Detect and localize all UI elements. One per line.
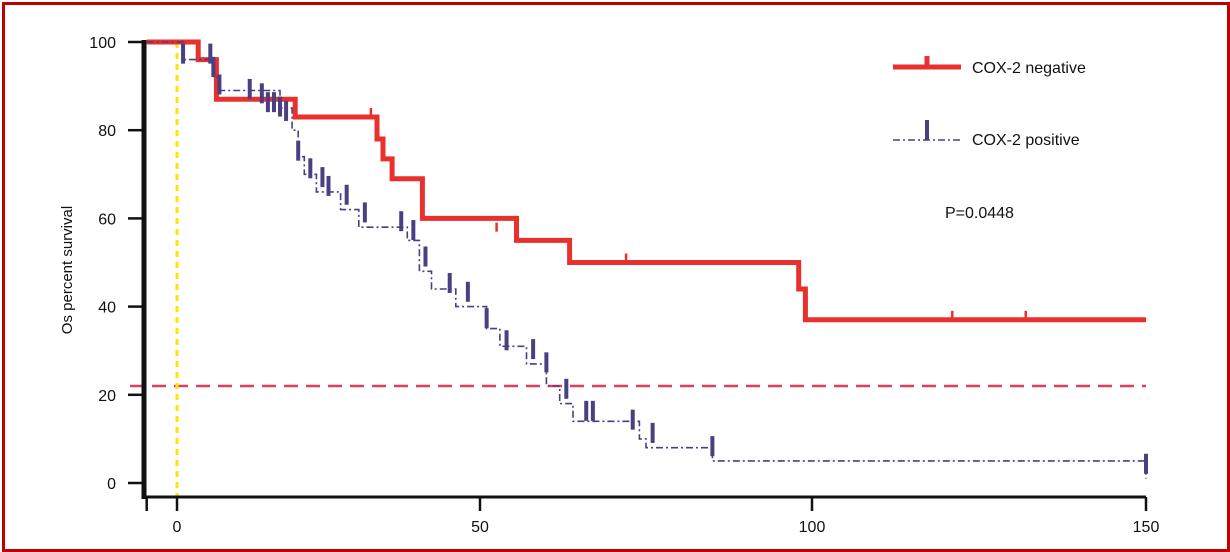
y-tick-label-100: 100 (89, 35, 116, 52)
x-tick-label-0: 0 (173, 519, 182, 536)
legend-label-cox2-positive: COX-2 positive (972, 132, 1080, 149)
y-tick-label-40: 40 (98, 300, 116, 317)
curve-cox-2-negative (146, 39, 1146, 323)
series-layer (146, 39, 1148, 479)
series-cox-2-positive (146, 41, 1148, 479)
y-tick-label-20: 20 (98, 388, 116, 405)
legend-swatch-cox2-negative (893, 56, 961, 70)
legend-label-cox2-negative: COX-2 negative (972, 60, 1086, 77)
axes: 0 20 40 60 80 100 0 50 100 150 (89, 35, 1159, 536)
y-axis-label: Os percent survival (59, 206, 76, 334)
y-tick-label-60: 60 (98, 211, 116, 228)
x-tick-label-100: 100 (799, 519, 826, 536)
reference-lines (130, 42, 1146, 497)
legend-item-cox2-negative: COX-2 negative (893, 56, 1086, 77)
y-tick-label-0: 0 (107, 476, 116, 493)
x-tick-label-50: 50 (471, 519, 489, 536)
legend-item-cox2-positive: COX-2 positive (893, 120, 1080, 149)
y-tick-label-80: 80 (98, 123, 116, 140)
legend: COX-2 negative COX-2 positive (893, 56, 1086, 149)
x-tick-label-150: 150 (1133, 519, 1160, 536)
p-value-annotation: P=0.0448 (945, 205, 1014, 222)
series-cox-2-negative (146, 39, 1146, 323)
